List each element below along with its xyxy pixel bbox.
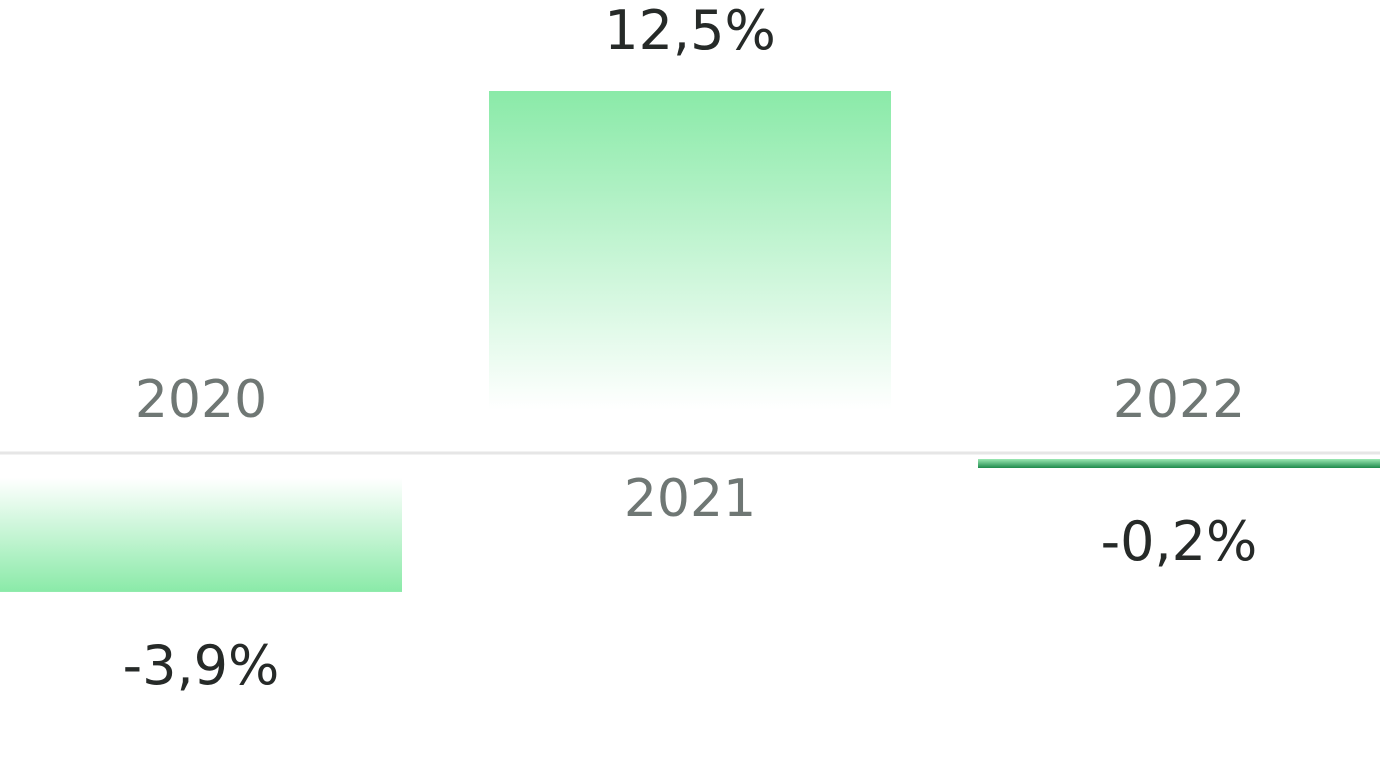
bar-2021 (489, 91, 891, 410)
bar-2022 (978, 459, 1380, 468)
bar-2020 (0, 478, 402, 592)
value-label-2021: 12,5% (604, 0, 776, 62)
category-label-2022: 2022 (1113, 370, 1245, 430)
category-label-2020: 2020 (135, 370, 267, 430)
value-label-2022: -0,2% (1101, 510, 1258, 573)
value-label-2020: -3,9% (123, 634, 280, 697)
category-label-2021: 2021 (624, 469, 756, 529)
